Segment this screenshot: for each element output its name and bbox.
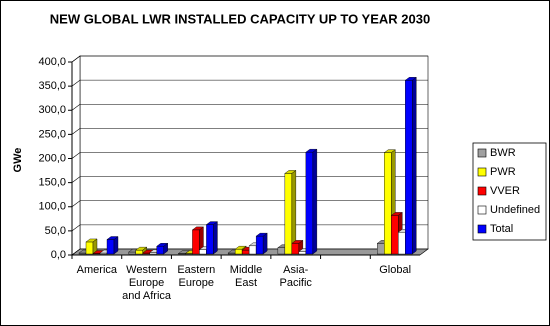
y-tick-label: 100,0 (38, 201, 66, 213)
bar (205, 221, 219, 255)
bar-side (412, 76, 417, 255)
y-tick-label: 150,0 (38, 177, 66, 189)
bar-front (234, 248, 243, 255)
y-tick-label: 350,0 (38, 80, 66, 92)
bar-side (163, 242, 168, 255)
x-tick-label: Western Europe and Africa (122, 264, 172, 302)
grid-line (71, 79, 428, 87)
legend-swatch (477, 167, 487, 177)
y-tick-label: 200,0 (38, 152, 66, 164)
legend-swatch (477, 148, 487, 158)
legend-label: VVER (490, 185, 520, 197)
bar-front (405, 80, 413, 255)
bar (156, 242, 169, 255)
grid-line (71, 103, 428, 111)
bar-side (312, 148, 318, 255)
legend-label: PWR (490, 166, 516, 178)
legend-swatch (477, 205, 487, 215)
y-tick-label: 0,0 (51, 249, 66, 261)
bar (305, 148, 318, 255)
legend-swatch (477, 186, 487, 196)
bar-side (262, 232, 268, 255)
bar-front (206, 224, 214, 255)
bar-front (255, 235, 264, 255)
bar-front (305, 151, 314, 255)
x-tick-label: Global (379, 264, 412, 276)
x-tick-label: Asia-Pacific (279, 264, 312, 289)
bar-front (248, 245, 257, 255)
bar-front (85, 241, 94, 255)
bar-front (384, 152, 392, 255)
legend-swatch (477, 224, 487, 234)
bar-front (277, 247, 286, 255)
bar-front (149, 252, 157, 255)
bar-front (135, 249, 143, 255)
bar (135, 246, 148, 255)
bar-front (377, 243, 385, 255)
y-tick-label: 50,0 (45, 225, 66, 237)
legend-label: Total (490, 223, 513, 235)
bar-front (291, 243, 300, 255)
bar-side (113, 236, 119, 255)
y-tick-label: 400,0 (38, 56, 66, 68)
y-axis-label: GWe (12, 148, 24, 173)
bar-front (298, 251, 307, 255)
bar-front (241, 249, 250, 255)
bar (106, 236, 119, 255)
x-tick-label: Eastern Europe (177, 264, 216, 289)
legend-box (472, 142, 547, 241)
grid-line (71, 55, 428, 63)
bar-front (199, 249, 207, 255)
legend-label: Undefined (490, 204, 540, 216)
bar-front (128, 251, 136, 255)
bar (255, 232, 268, 255)
chart-title: NEW GLOBAL LWR INSTALLED CAPACITY UP TO … (50, 11, 430, 26)
grid-line (71, 128, 428, 135)
bar-front (106, 239, 115, 255)
y-tick-label: 300,0 (38, 104, 66, 116)
bar-front (391, 215, 399, 255)
bar-front (156, 246, 164, 255)
bar-front (284, 173, 293, 255)
x-tick-label: America (76, 264, 118, 276)
bar-front (192, 229, 200, 255)
bar-front (398, 232, 406, 255)
x-tick-label: Middle East (229, 264, 263, 289)
bar (404, 76, 417, 255)
y-tick-label: 250,0 (38, 128, 66, 140)
legend-label: BWR (490, 147, 516, 159)
bar-side (213, 221, 218, 255)
